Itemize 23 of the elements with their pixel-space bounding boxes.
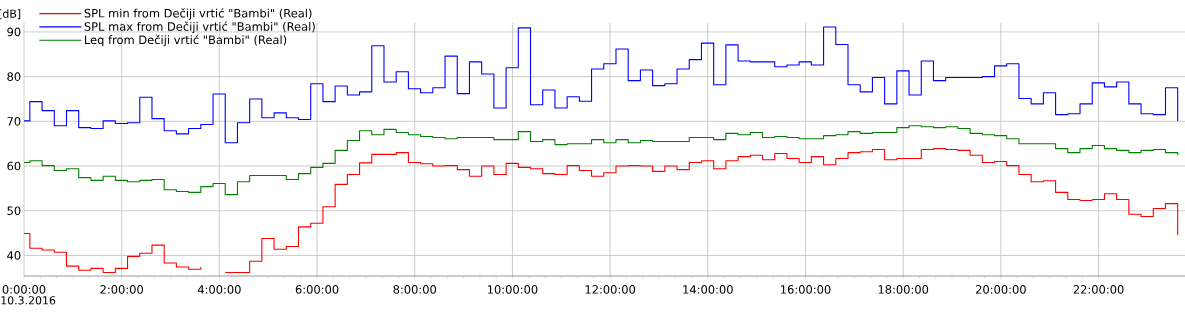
x-tick-label: 4:00:00 (197, 285, 241, 294)
y-tick-label: 40 (7, 251, 21, 260)
legend-label: SPL min from Dečiji vrtić "Bambi" (Real) (84, 8, 312, 20)
y-tick-label: 90 (7, 27, 21, 37)
legend-label: Leq from Dečiji vrtić "Bambi" (Real) (85, 34, 287, 47)
y-tick-label: 70 (7, 117, 21, 126)
x-tick-label: 16:00:00 (781, 285, 831, 294)
y-tick-label: 60 (7, 161, 21, 171)
x-tick-label: 6:00:00 (295, 285, 339, 294)
x-tick-label: 0:00:00 (2, 285, 46, 294)
legend-label: SPL max from Dečiji vrtić "Bambi" (Real) (84, 21, 315, 34)
x-tick-label: 12:00:00 (585, 285, 636, 294)
x-tick-label: 2:00:00 (100, 285, 143, 294)
x-tick-label: 18:00:00 (878, 285, 929, 294)
x-tick-label: 20:00:00 (975, 285, 1026, 294)
x-tick-label: 14:00:00 (683, 285, 733, 294)
x-tick-label: 10:00:00 (487, 285, 538, 294)
y-axis-title: [dB] (0, 9, 21, 20)
y-tick-label: 80 (7, 72, 21, 81)
x-tick-label: 22:00:00 (1073, 285, 1124, 294)
x-tick-label: 8:00:00 (393, 285, 437, 294)
text: 10.3.2016 (1, 296, 56, 305)
y-tick-label: 50 (7, 206, 21, 216)
